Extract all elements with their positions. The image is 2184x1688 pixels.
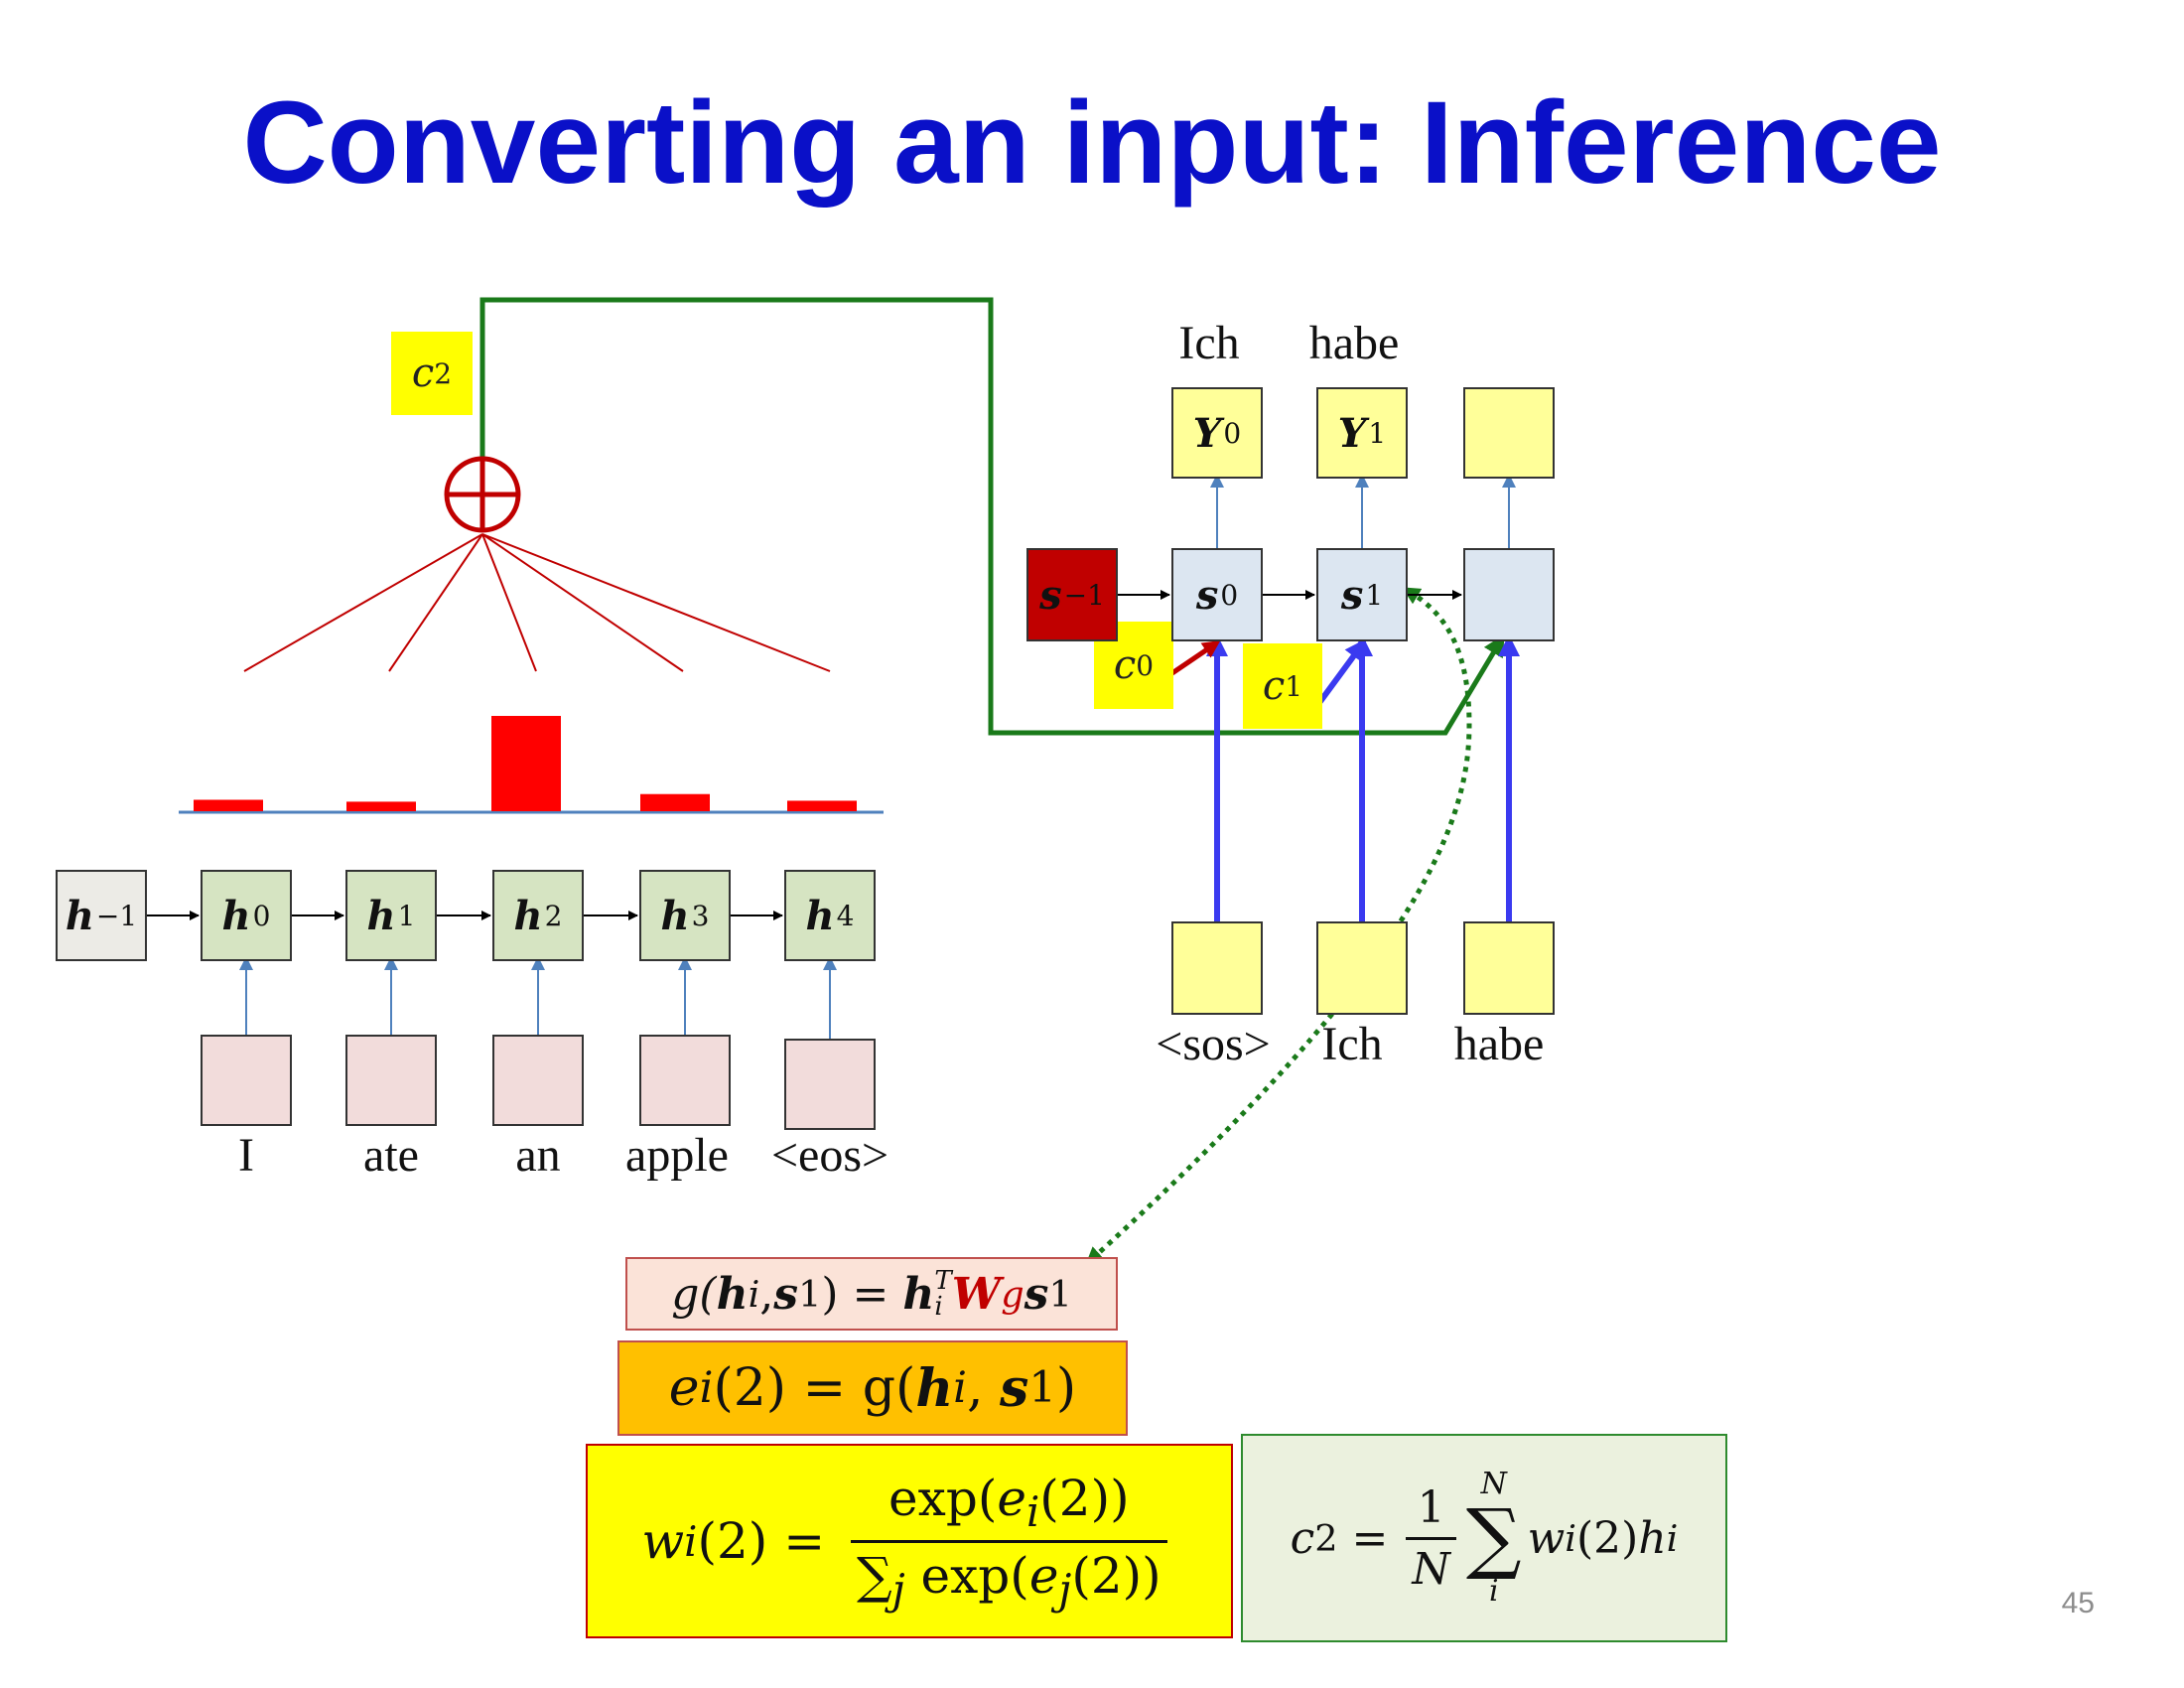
decoder-state-0: s −1 bbox=[1026, 548, 1118, 641]
attention-bars bbox=[194, 716, 857, 811]
page-number: 45 bbox=[2061, 1587, 2095, 1619]
encoder-state-0: h −1 bbox=[56, 870, 147, 961]
attention-bar-1 bbox=[346, 801, 416, 811]
decoder-output-box-2 bbox=[1463, 387, 1555, 479]
decoder-input-box-0 bbox=[1171, 921, 1263, 1015]
decoder-input-box-1 bbox=[1316, 921, 1408, 1015]
energy-equation: e i (2) = g(h i, s 1) bbox=[617, 1340, 1128, 1436]
decoder-input-word-2: habe bbox=[1453, 1018, 1545, 1070]
softmax-weight-equation: w i (2) = exp(ei(2)) ∑j exp(ej(2)) bbox=[586, 1444, 1233, 1638]
decoder-input-box-2 bbox=[1463, 921, 1555, 1015]
attention-bar-0 bbox=[194, 799, 263, 811]
encoder-input-box-2 bbox=[492, 1035, 584, 1126]
attention-bar-2 bbox=[491, 716, 561, 811]
decoder-output-word-0: Ich bbox=[1178, 317, 1240, 369]
encoder-word-4: <eos> bbox=[770, 1129, 889, 1182]
decoder-input-word-1: Ich bbox=[1321, 1018, 1383, 1070]
encoder-word-0: I bbox=[238, 1129, 254, 1182]
context-path bbox=[479, 297, 1505, 736]
decoder-input-word-0: <sos> bbox=[1156, 1018, 1271, 1070]
decoder-output-word-1: habe bbox=[1308, 317, 1400, 369]
attention-query-link bbox=[1085, 587, 1472, 1266]
encoder-word-3: apple bbox=[625, 1129, 729, 1182]
encoder-input-box-0 bbox=[201, 1035, 292, 1126]
encoder-input-box-3 bbox=[639, 1035, 731, 1126]
attention-fan bbox=[243, 533, 831, 672]
encoder-input-box-1 bbox=[345, 1035, 437, 1126]
encoder-word-1: ate bbox=[363, 1129, 419, 1182]
attention-bar-3 bbox=[640, 793, 710, 811]
decoder-state-3 bbox=[1463, 548, 1555, 641]
slide-title: Converting an input: Inference bbox=[242, 77, 1942, 209]
sum-operator-icon bbox=[444, 456, 521, 533]
attention-bar-4 bbox=[787, 800, 857, 811]
encoder-input-box-4 bbox=[784, 1039, 876, 1130]
encoder-word-2: an bbox=[515, 1129, 561, 1182]
